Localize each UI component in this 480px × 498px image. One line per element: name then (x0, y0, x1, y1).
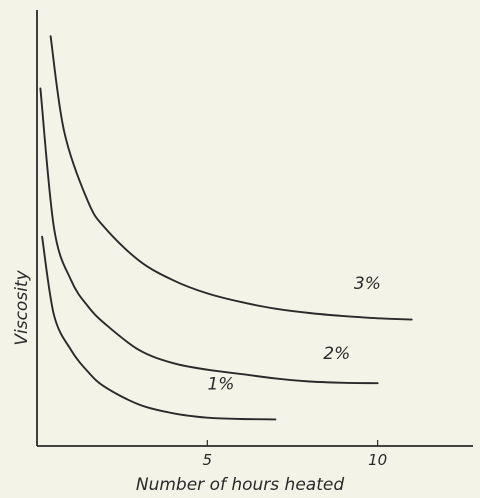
series-curves (39, 35, 413, 421)
series-line-3pct (49, 35, 413, 321)
x-tick-label: 10 (368, 451, 387, 469)
series-labels: 1% 2% 3% (207, 274, 380, 394)
series-label-1pct: 1% (207, 374, 234, 394)
axes (36, 10, 473, 447)
x-tick-label: 5 (203, 451, 213, 469)
series-line-1pct (41, 235, 277, 421)
series-line-2pct (39, 87, 379, 385)
x-ticks: 5 10 (203, 440, 387, 469)
x-axis-label: Number of hours heated (136, 475, 344, 495)
series-label-3pct: 3% (354, 274, 381, 294)
y-axis-label: Viscosity (12, 269, 32, 345)
series-label-2pct: 2% (323, 344, 350, 364)
